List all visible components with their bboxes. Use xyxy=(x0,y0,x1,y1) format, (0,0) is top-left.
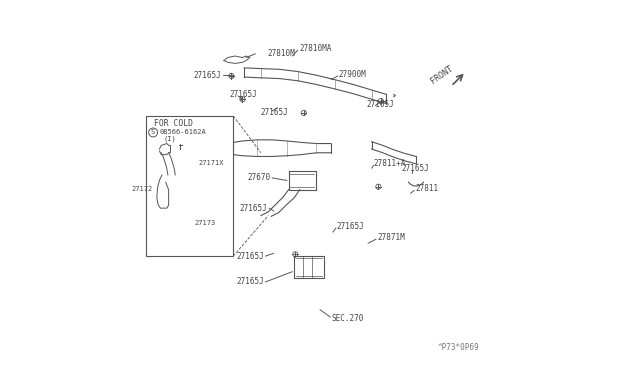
Text: 27165J: 27165J xyxy=(194,71,221,80)
Text: 27165J: 27165J xyxy=(366,100,394,109)
Text: 27900M: 27900M xyxy=(339,70,366,79)
Text: 27165J: 27165J xyxy=(236,278,264,286)
Text: FOR COLD: FOR COLD xyxy=(154,119,193,128)
Text: 27165J: 27165J xyxy=(337,222,364,231)
Text: 27165J: 27165J xyxy=(260,108,288,117)
Text: 27810MA: 27810MA xyxy=(300,44,332,53)
Text: 27811: 27811 xyxy=(415,185,438,193)
Text: ^P73*0P69: ^P73*0P69 xyxy=(438,343,479,352)
Text: 27670: 27670 xyxy=(247,173,270,182)
Text: SEC.270: SEC.270 xyxy=(331,314,364,323)
Text: 27165J: 27165J xyxy=(240,203,268,213)
Text: FRONT: FRONT xyxy=(429,64,454,86)
Text: (I): (I) xyxy=(163,135,176,142)
Text: 08566-6162A: 08566-6162A xyxy=(159,129,206,135)
Text: 27811+A: 27811+A xyxy=(374,159,406,169)
Text: 27165J: 27165J xyxy=(230,90,257,99)
Text: 27165J: 27165J xyxy=(401,164,429,173)
Text: 27165J: 27165J xyxy=(236,251,264,261)
Text: 27810M: 27810M xyxy=(268,49,295,58)
Text: 27870: 27870 xyxy=(191,140,215,149)
Text: 27172: 27172 xyxy=(132,186,153,192)
Text: 27171X: 27171X xyxy=(198,160,223,166)
Text: 27871M: 27871M xyxy=(377,233,405,242)
Bar xyxy=(147,116,233,256)
Text: 27173: 27173 xyxy=(195,220,216,226)
Text: S: S xyxy=(151,129,156,135)
